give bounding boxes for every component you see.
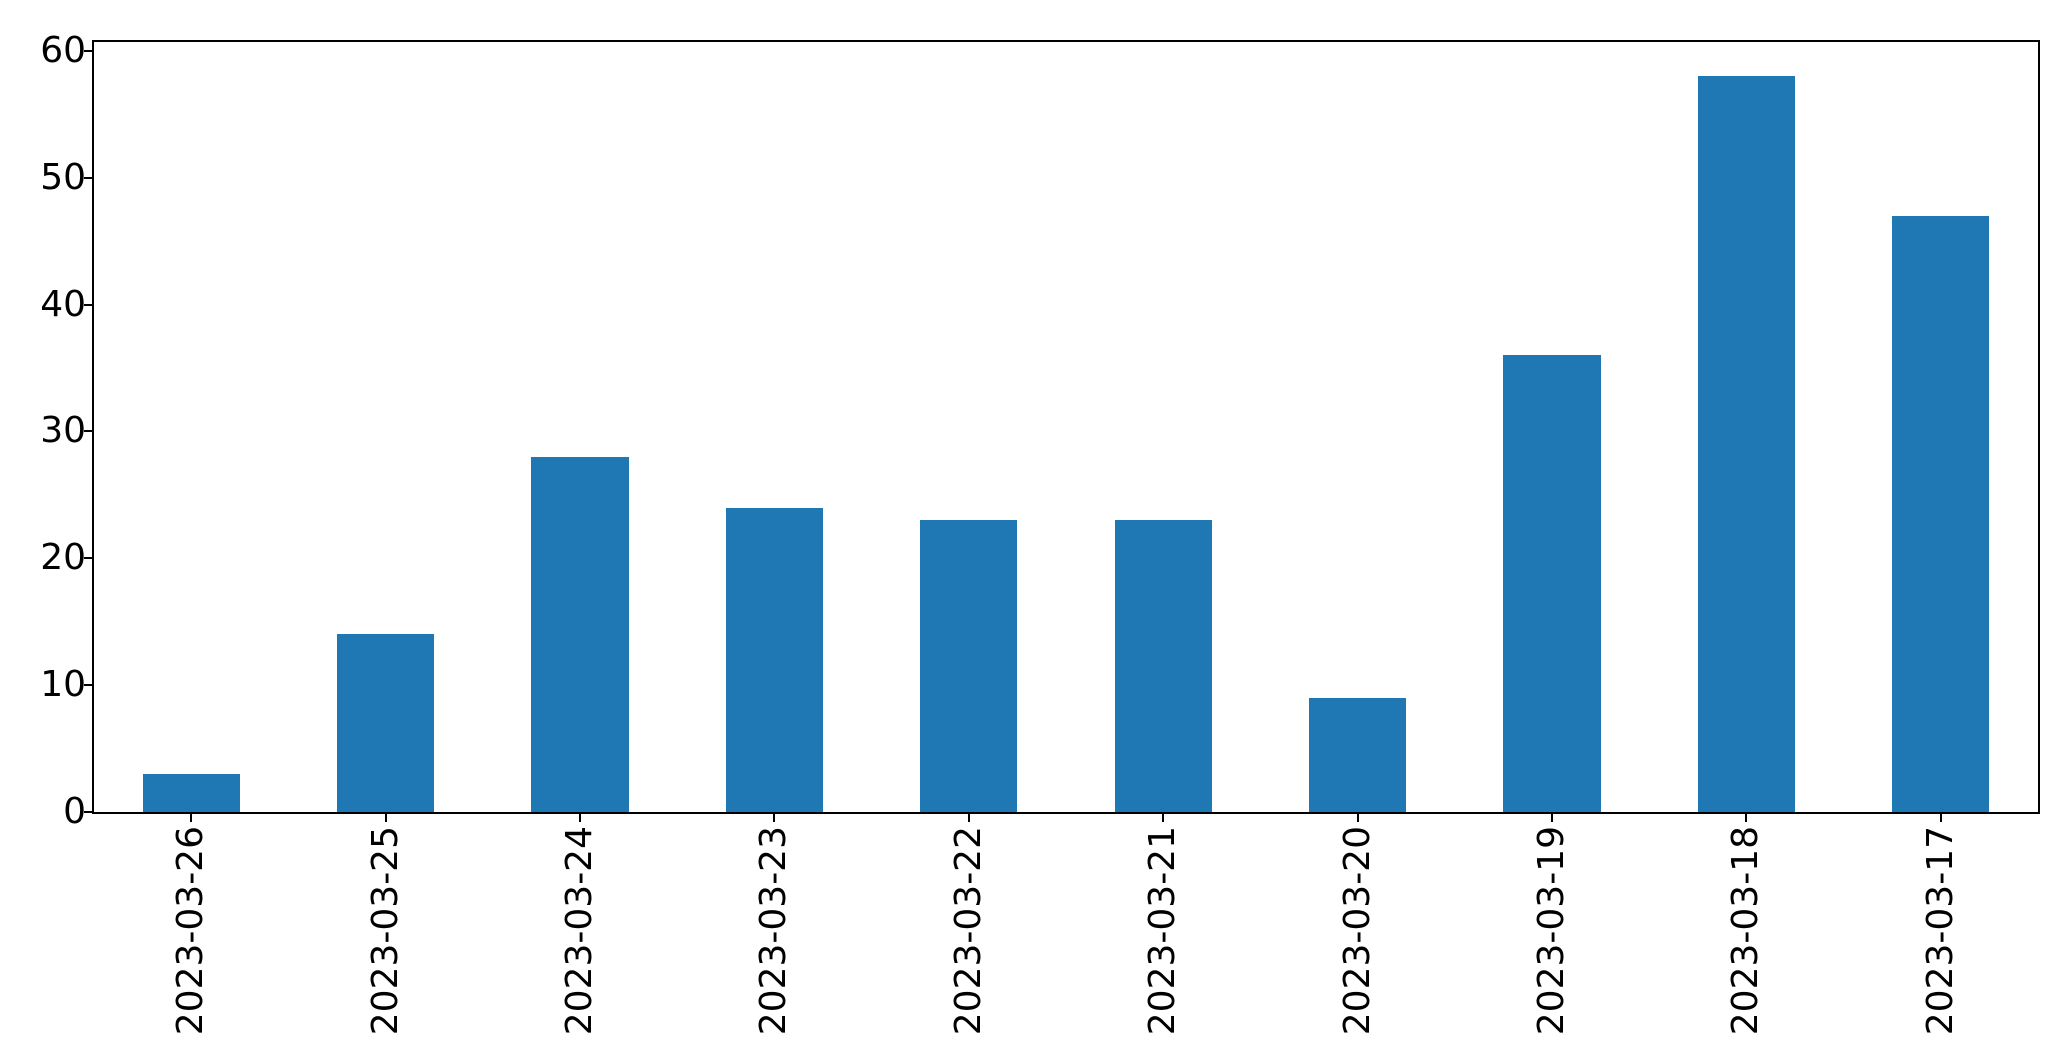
x-tick-label: 2023-03-20 — [1336, 826, 1378, 1036]
x-tick-label: 2023-03-18 — [1725, 826, 1767, 1036]
bar-2023-03-20 — [1309, 697, 1407, 812]
x-tick-label: 2023-03-17 — [1919, 826, 1961, 1036]
bar-2023-03-22 — [920, 520, 1018, 812]
x-tick-label: 2023-03-22 — [947, 826, 989, 1036]
x-tick-mark — [1745, 814, 1748, 822]
y-tick-mark — [84, 430, 92, 433]
x-tick-mark — [579, 814, 581, 822]
y-tick-label: 50 — [40, 156, 86, 198]
x-tick-mark — [773, 814, 776, 822]
x-tick-mark — [190, 814, 193, 822]
y-tick-label: 10 — [40, 664, 86, 706]
bar-2023-03-23 — [725, 507, 823, 812]
y-tick-mark — [84, 557, 92, 560]
x-tick-mark — [1551, 814, 1553, 822]
bar-2023-03-21 — [1114, 520, 1212, 812]
y-tick-mark — [84, 684, 92, 687]
x-tick-mark — [1162, 814, 1165, 822]
bar-2023-03-25 — [337, 634, 435, 812]
bar-2023-03-26 — [142, 773, 240, 812]
x-tick-label: 2023-03-23 — [753, 826, 795, 1036]
y-tick-label: 0 — [63, 791, 86, 832]
y-tick-label: 40 — [40, 283, 86, 325]
x-tick-label: 2023-03-21 — [1142, 826, 1184, 1036]
bar-2023-03-19 — [1503, 355, 1601, 812]
y-tick-mark — [84, 49, 92, 52]
y-tick-label: 30 — [40, 410, 86, 452]
y-tick-mark — [84, 811, 92, 813]
y-tick-label: 60 — [40, 29, 86, 71]
bar-2023-03-17 — [1892, 215, 1990, 812]
x-tick-mark — [1939, 814, 1942, 822]
y-tick-mark — [84, 176, 92, 179]
bar-2023-03-18 — [1697, 76, 1795, 812]
x-tick-mark — [967, 814, 970, 822]
y-tick-mark — [84, 303, 92, 306]
bar-2023-03-24 — [531, 456, 629, 812]
x-tick-label: 2023-03-25 — [364, 826, 406, 1036]
y-tick-label: 20 — [40, 537, 86, 579]
x-tick-mark — [384, 814, 387, 822]
x-tick-mark — [1356, 814, 1359, 822]
plot-area — [92, 40, 2040, 814]
x-tick-label: 2023-03-26 — [170, 826, 212, 1036]
x-tick-label: 2023-03-19 — [1531, 826, 1572, 1036]
x-tick-label: 2023-03-24 — [559, 826, 600, 1036]
